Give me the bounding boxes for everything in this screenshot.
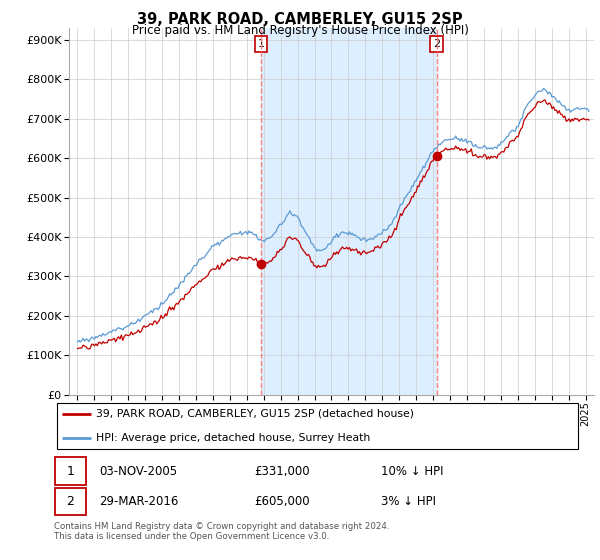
Text: £605,000: £605,000 <box>254 495 310 508</box>
Text: 2: 2 <box>433 39 440 49</box>
Text: 39, PARK ROAD, CAMBERLEY, GU15 2SP: 39, PARK ROAD, CAMBERLEY, GU15 2SP <box>137 12 463 27</box>
Text: 10% ↓ HPI: 10% ↓ HPI <box>382 465 444 478</box>
Text: 03-NOV-2005: 03-NOV-2005 <box>99 465 177 478</box>
Text: HPI: Average price, detached house, Surrey Heath: HPI: Average price, detached house, Surr… <box>96 433 370 444</box>
FancyBboxPatch shape <box>55 488 86 515</box>
Text: Price paid vs. HM Land Registry's House Price Index (HPI): Price paid vs. HM Land Registry's House … <box>131 24 469 37</box>
Text: 29-MAR-2016: 29-MAR-2016 <box>99 495 178 508</box>
FancyBboxPatch shape <box>55 458 86 485</box>
FancyBboxPatch shape <box>56 404 578 449</box>
Text: 39, PARK ROAD, CAMBERLEY, GU15 2SP (detached house): 39, PARK ROAD, CAMBERLEY, GU15 2SP (deta… <box>96 409 414 419</box>
Bar <box>261 28 437 395</box>
Text: 1: 1 <box>67 465 74 478</box>
Text: 2: 2 <box>67 495 74 508</box>
Text: 1: 1 <box>257 39 265 49</box>
Text: Contains HM Land Registry data © Crown copyright and database right 2024.
This d: Contains HM Land Registry data © Crown c… <box>54 522 389 542</box>
Text: 3% ↓ HPI: 3% ↓ HPI <box>382 495 436 508</box>
Text: £331,000: £331,000 <box>254 465 310 478</box>
